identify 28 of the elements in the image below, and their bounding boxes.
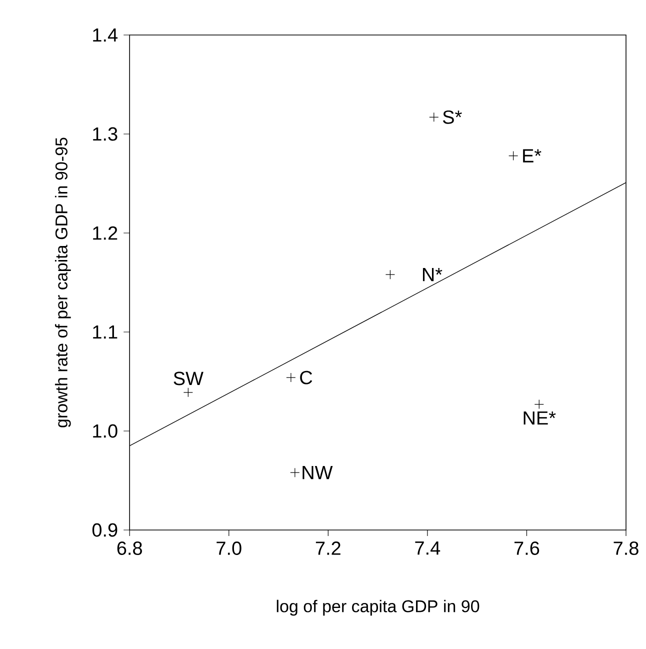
- y-tick-label: 0.9: [92, 523, 118, 537]
- point: [290, 468, 300, 478]
- annotation: N*: [422, 268, 442, 282]
- annotation: NE*: [524, 411, 556, 425]
- point: [429, 112, 439, 122]
- x-tick-label: 7.2: [316, 542, 340, 555]
- y-axis-title: growth rate of per capita GDP in 90-95: [54, 138, 71, 428]
- x-tick-label: 7.6: [514, 542, 540, 555]
- annotation: C: [300, 370, 312, 384]
- point: [286, 372, 296, 382]
- point: [385, 270, 396, 280]
- point: [534, 399, 544, 410]
- point: [183, 388, 193, 398]
- annotation: NW: [302, 466, 333, 480]
- annotation: S*: [442, 110, 462, 124]
- y-tick-label: 1.4: [93, 28, 118, 42]
- point: [508, 150, 518, 161]
- y-tick-label: 1.0: [93, 424, 118, 438]
- x-tick-label: 6.8: [117, 542, 142, 555]
- x-tick-label: 7.4: [415, 542, 440, 555]
- x-axis-title: log of per capita GDP in 90: [276, 600, 480, 616]
- x-tick-label: 7.0: [216, 542, 242, 555]
- y-tick-label: 1.2: [93, 226, 118, 240]
- y-tick-label: 1.1: [93, 325, 118, 339]
- y-tick-label: 1.3: [93, 127, 118, 141]
- annotation: SW: [174, 372, 204, 386]
- annotation: E*: [523, 149, 542, 162]
- x-tick-label: 7.8: [614, 542, 638, 555]
